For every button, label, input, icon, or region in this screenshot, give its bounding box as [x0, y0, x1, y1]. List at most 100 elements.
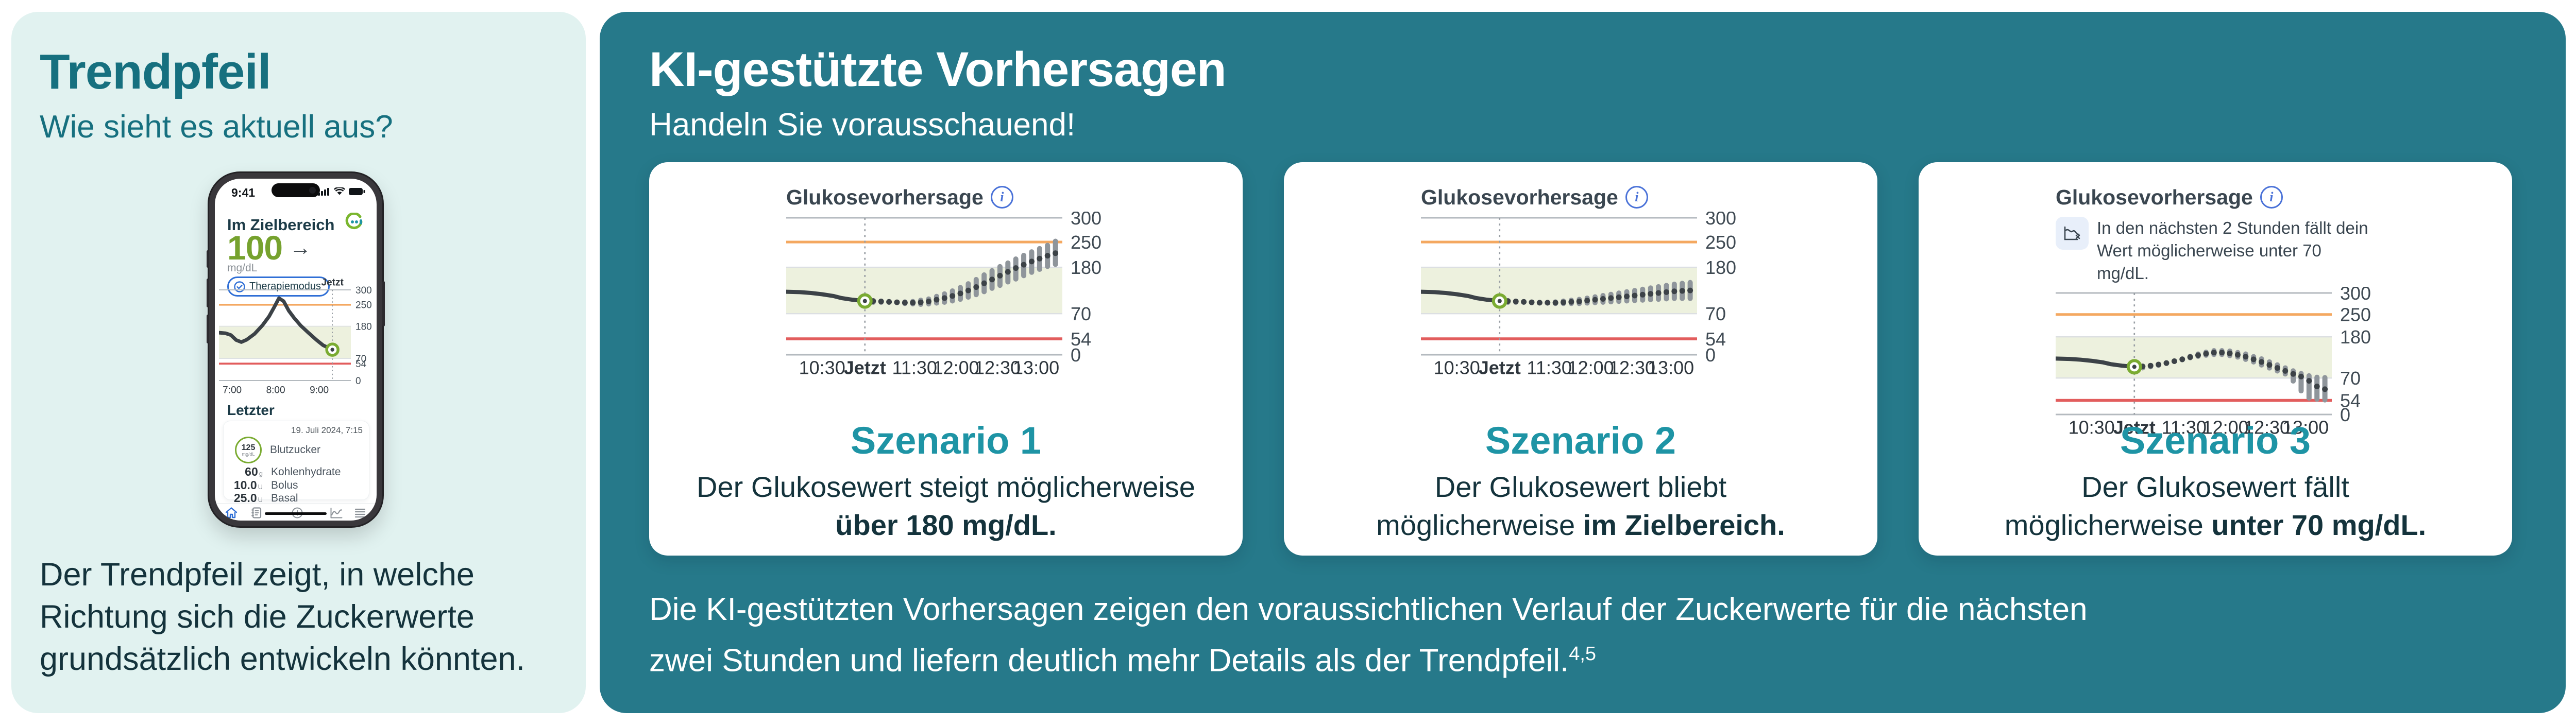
status-bar-icons	[318, 187, 365, 196]
scenario-1-card: Glukosevorhersage i 300 250 180 70 54 0 10:30 J…	[649, 162, 1243, 556]
blood-glucose-ring: 125 mg/dL	[235, 437, 262, 463]
bg-unit: mg/dL	[242, 451, 255, 457]
scenario-2-title: Szenario 2	[1485, 419, 1676, 462]
bg-label: Blutzucker	[270, 444, 321, 456]
svg-text:180: 180	[2340, 326, 2371, 348]
phone-mockup: 9:41 Im Zielbereich 100 → mg/dL Therapie…	[207, 173, 385, 526]
svg-text:70: 70	[355, 354, 366, 365]
svg-text:300: 300	[1705, 212, 1736, 229]
carbs-label: Kohlenhydrate	[271, 465, 341, 478]
phone-volume-up-button	[207, 279, 209, 307]
svg-text:0: 0	[1705, 344, 1716, 366]
svg-text:12:00: 12:00	[933, 357, 979, 378]
phone-volume-down-button	[207, 315, 209, 343]
svg-text:12:30: 12:30	[1609, 357, 1655, 378]
nav-label-tagebuch: Tagebuch	[242, 520, 271, 521]
right-panel-footnote: Die KI-gestützten Vorhersagen zeigen den…	[649, 592, 2088, 679]
basal-value: 25.0	[233, 491, 257, 505]
app-logo-icon	[345, 213, 363, 230]
svg-text:70: 70	[2340, 368, 2361, 389]
svg-text:13:00: 13:00	[2282, 417, 2329, 438]
svg-text:0: 0	[355, 376, 361, 387]
svg-text:54: 54	[2340, 390, 2361, 411]
glucose-value: 100	[227, 229, 283, 267]
svg-text:Jetzt: Jetzt	[2113, 417, 2156, 438]
nav-item-start[interactable]: Start	[220, 507, 243, 521]
left-panel-subtitle: Wie sieht es aktuell aus?	[40, 109, 393, 145]
svg-text:7:00: 7:00	[223, 385, 242, 395]
svg-text:180: 180	[1705, 257, 1736, 278]
falling-trend-icon	[2056, 217, 2089, 250]
ai-predictions-panel: KI-gestützte Vorhersagen Handeln Sie vor…	[600, 12, 2566, 713]
therapy-mode-label: Therapiemodus	[249, 281, 321, 292]
svg-text:54: 54	[355, 359, 367, 370]
log-row-blutzucker: 125 mg/dL Blutzucker	[229, 437, 320, 463]
log-row-basal: 25.0 U Basal	[229, 491, 298, 505]
log-entry-card[interactable]: 19. Juli 2024, 7:15 125 mg/dL Blutzucker…	[223, 421, 369, 505]
nav-label-start: Start	[224, 520, 238, 521]
svg-text:8:00: 8:00	[266, 385, 285, 395]
svg-text:11:30: 11:30	[892, 357, 937, 378]
scenario-1-chart-block: Glukosevorhersage i 300 250 180 70 54 0 10:30 J…	[784, 183, 1106, 382]
nav-label-eintrag: Eintrag hinzufügen	[269, 520, 325, 521]
nav-item-menue[interactable]: Menü	[349, 507, 371, 521]
nav-item-tagebuch[interactable]: Tagebuch	[242, 507, 271, 521]
scenario-cards-row: Glukosevorhersage i 300 250 180 70 54 0 10:30 J…	[649, 162, 2512, 556]
phone-screen: 9:41 Im Zielbereich 100 → mg/dL Therapie…	[215, 179, 377, 521]
info-icon[interactable]: i	[2260, 186, 2283, 209]
low-glucose-alert: In den nächsten 2 Stunden fällt dein Wer…	[2056, 217, 2375, 285]
nav-item-grafiken[interactable]: Grafiken	[324, 507, 349, 521]
scenario-1-title: Szenario 1	[850, 419, 1042, 462]
footnote-marker: 4,5	[1569, 643, 1597, 665]
svg-text:70: 70	[1705, 303, 1726, 324]
basal-label: Basal	[271, 492, 298, 504]
svg-text:Jetzt: Jetzt	[1479, 357, 1521, 378]
scenario-3-chart-block: Glukosevorhersage i In den nächsten 2 St…	[2054, 183, 2375, 441]
log-entry-date: 19. Juli 2024, 7:15	[291, 425, 363, 435]
svg-text:12:00: 12:00	[1568, 357, 1614, 378]
scenario-1-chart: 300 250 180 70 54 0 10:30 Jetzt 11:30 12:00 12:30 1…	[784, 208, 1106, 382]
scenario-3-description: Der Glukosewert fällt möglicherweise unt…	[2004, 471, 2427, 541]
status-bar-time: 9:41	[231, 186, 256, 199]
home-indicator	[265, 512, 327, 515]
svg-text:180: 180	[355, 321, 372, 332]
svg-text:300: 300	[2340, 287, 2371, 304]
svg-text:10:30: 10:30	[2069, 417, 2115, 438]
svg-text:300: 300	[355, 285, 372, 296]
camera-icon	[309, 187, 316, 194]
scenario-2-card: Glukosevorhersage i 300 250 180 70 54 0 10:30 J…	[1284, 162, 1877, 556]
basal-unit: U	[258, 496, 263, 504]
info-icon[interactable]: i	[990, 186, 1013, 209]
svg-text:54: 54	[1705, 329, 1726, 350]
glucose-unit: mg/dL	[227, 262, 258, 274]
check-circle-icon	[234, 281, 245, 292]
svg-text:12:30: 12:30	[2244, 417, 2290, 438]
svg-text:Jetzt: Jetzt	[844, 357, 886, 378]
scenario-2-chart: 300 250 180 70 54 0 10:30 Jetzt 11:30 12:00 12:30 1…	[1419, 208, 1740, 382]
glucose-value-row: 100 →	[227, 228, 311, 267]
left-panel-title: Trendpfeil	[40, 44, 272, 99]
chart-title: Glukosevorhersage	[2056, 185, 2253, 209]
svg-text:250: 250	[1705, 232, 1736, 253]
trend-arrow-icon: →	[290, 235, 312, 260]
chart-title: Glukosevorhersage	[1421, 185, 1618, 209]
svg-text:11:30: 11:30	[2162, 417, 2207, 438]
svg-text:180: 180	[1071, 257, 1101, 278]
svg-text:10:30: 10:30	[799, 357, 845, 378]
chart-title: Glukosevorhersage	[786, 185, 984, 209]
svg-text:10:30: 10:30	[1434, 357, 1480, 378]
alert-text: In den nächsten 2 Stunden fällt dein Wer…	[2097, 218, 2368, 283]
scenario-3-title: Szenario 3	[2120, 419, 2311, 462]
phone-cgm-chart: 300 250 180 70 54 0 Jetzt 7:00 8:00 9:00	[217, 274, 372, 398]
scenario-3-card: Glukosevorhersage i In den nächsten 2 St…	[1919, 162, 2512, 556]
trend-arrow-panel: Trendpfeil Wie sieht es aktuell aus? 9:4…	[11, 12, 586, 713]
therapy-mode-badge[interactable]: Therapiemodus	[227, 276, 330, 297]
cellular-signal-icon	[318, 188, 329, 196]
info-icon[interactable]: i	[1625, 186, 1648, 209]
carbs-value: 60	[245, 465, 258, 478]
svg-text:300: 300	[1071, 212, 1101, 229]
bolus-label: Bolus	[271, 479, 298, 491]
bolus-value: 10.0	[233, 478, 257, 492]
carbs-unit: g	[259, 470, 263, 477]
menu-icon	[354, 508, 366, 518]
